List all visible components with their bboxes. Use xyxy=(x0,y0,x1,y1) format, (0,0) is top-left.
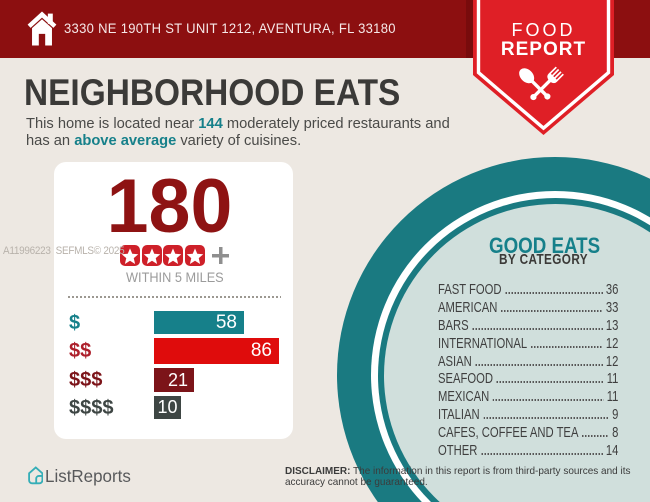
svg-text:FOOD: FOOD xyxy=(512,20,576,40)
svg-text:REPORT: REPORT xyxy=(501,39,586,60)
